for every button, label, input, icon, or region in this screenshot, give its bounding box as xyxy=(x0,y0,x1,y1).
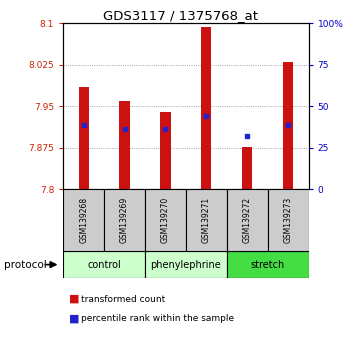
Bar xyxy=(63,251,145,278)
Text: percentile rank within the sample: percentile rank within the sample xyxy=(81,314,234,323)
Bar xyxy=(242,147,252,189)
Text: ■: ■ xyxy=(69,294,79,304)
Bar xyxy=(186,189,227,251)
Text: ■: ■ xyxy=(69,314,79,324)
Bar xyxy=(145,251,227,278)
Text: transformed count: transformed count xyxy=(81,295,165,304)
Bar xyxy=(268,189,309,251)
Bar xyxy=(79,87,89,189)
Bar xyxy=(104,189,145,251)
Text: GDS3117 / 1375768_at: GDS3117 / 1375768_at xyxy=(103,9,258,22)
Text: GSM139273: GSM139273 xyxy=(284,197,293,244)
Text: phenylephrine: phenylephrine xyxy=(151,259,221,270)
Text: control: control xyxy=(87,259,121,270)
Bar xyxy=(63,189,104,251)
Bar xyxy=(227,189,268,251)
Text: GSM139268: GSM139268 xyxy=(79,197,88,244)
Bar xyxy=(145,189,186,251)
Text: GSM139272: GSM139272 xyxy=(243,197,252,244)
Bar xyxy=(201,27,212,189)
Text: GSM139271: GSM139271 xyxy=(202,197,211,244)
Bar xyxy=(160,112,170,189)
Text: GSM139269: GSM139269 xyxy=(120,197,129,244)
Text: GSM139270: GSM139270 xyxy=(161,197,170,244)
Bar xyxy=(283,62,293,189)
Bar xyxy=(119,101,130,189)
Text: protocol: protocol xyxy=(4,259,46,270)
Text: stretch: stretch xyxy=(251,259,285,270)
Bar xyxy=(227,251,309,278)
